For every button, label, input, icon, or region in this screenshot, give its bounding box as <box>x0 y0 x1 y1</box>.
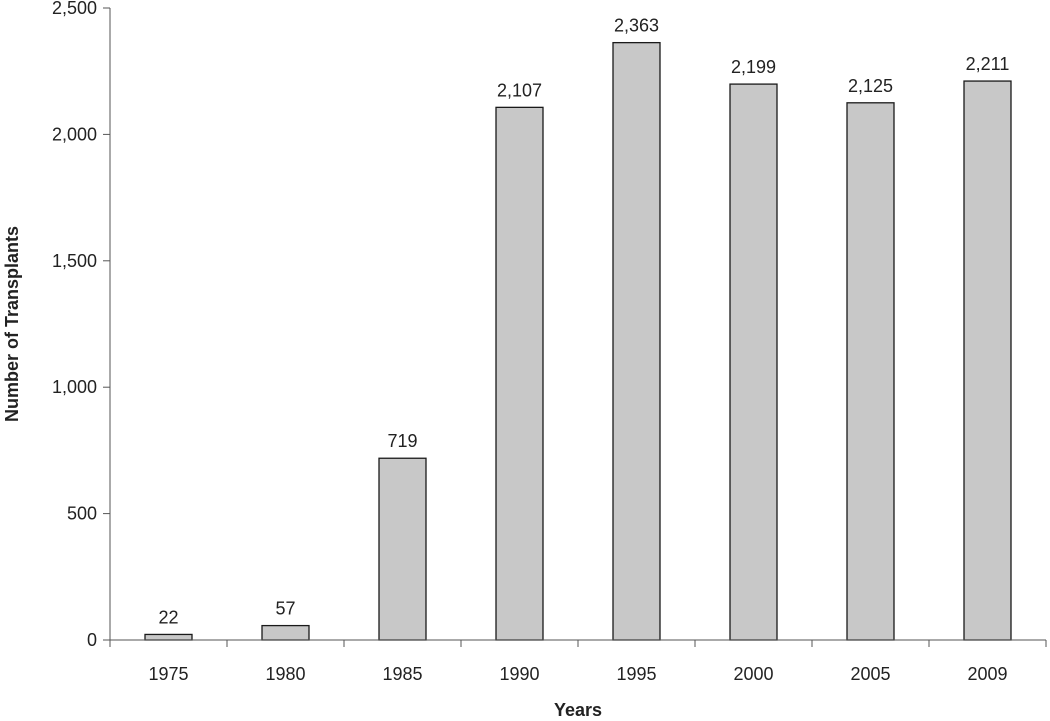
y-ticks-group: 0 500 1,000 1,500 2,000 2,500 <box>52 0 110 650</box>
axes-group <box>109 8 1046 641</box>
y-tick-label: 2,000 <box>52 124 97 144</box>
y-tick-label: 0 <box>87 630 97 650</box>
x-tick-label: 2000 <box>733 664 773 684</box>
x-tick-label: 1980 <box>265 664 305 684</box>
x-ticks-group: 1975 1980 1985 1990 1995 2000 2005 2009 <box>109 640 1047 684</box>
bar-1985 <box>378 457 427 641</box>
bars-group <box>144 41 1012 641</box>
y-axis-title: Number of Transplants <box>2 226 22 422</box>
x-tick-label: 2005 <box>850 664 890 684</box>
x-tick-label: 1995 <box>616 664 656 684</box>
x-tick-label: 1985 <box>382 664 422 684</box>
x-tick-label: 1975 <box>148 664 188 684</box>
y-tick-label: 2,500 <box>52 0 97 18</box>
data-label-1990: 2,107 <box>497 80 542 100</box>
bar-1995 <box>612 41 661 641</box>
y-tick-label: 1,500 <box>52 251 97 271</box>
data-label-1995: 2,363 <box>614 16 659 36</box>
bar-2005 <box>846 102 895 641</box>
data-label-1980: 57 <box>275 599 295 619</box>
bar-1975 <box>144 633 193 641</box>
data-label-1985: 719 <box>387 431 417 451</box>
x-axis-title: Years <box>554 700 602 720</box>
data-label-2005: 2,125 <box>848 76 893 96</box>
bar-2000 <box>729 83 778 641</box>
y-tick-label: 1,000 <box>52 377 97 397</box>
bar-2009 <box>963 80 1012 641</box>
data-label-2009: 2,211 <box>966 54 1010 74</box>
data-label-2000: 2,199 <box>731 57 776 77</box>
bar-1990 <box>495 106 544 641</box>
x-tick-label: 1990 <box>499 664 539 684</box>
value-labels-group: 22 57 719 2,107 2,363 2,199 2,125 2,211 <box>158 16 1009 628</box>
data-label-1975: 22 <box>158 607 178 627</box>
bar-1980 <box>261 624 310 641</box>
x-tick-label: 2009 <box>967 664 1007 684</box>
y-tick-label: 500 <box>67 504 97 524</box>
